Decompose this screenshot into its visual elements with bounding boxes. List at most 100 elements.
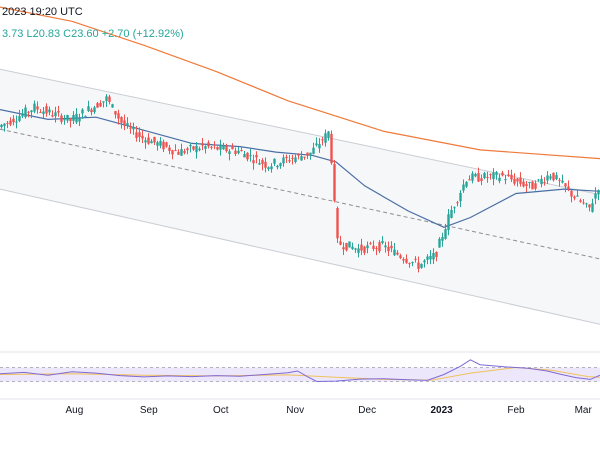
candle-body — [261, 160, 264, 165]
candle-body — [216, 146, 219, 150]
candle-body — [414, 258, 417, 260]
candle-body — [360, 244, 363, 251]
candle-body — [489, 174, 492, 176]
candle-body — [39, 112, 42, 114]
candle-body — [393, 249, 396, 256]
candle-body — [111, 104, 114, 108]
candle-body — [96, 103, 99, 108]
candle-body — [72, 114, 75, 121]
candle-body — [582, 202, 585, 204]
candle-body — [54, 112, 57, 117]
candle-body — [477, 173, 480, 182]
candle-body — [339, 241, 342, 245]
candle-body — [126, 123, 129, 127]
candle-body — [543, 182, 546, 184]
candle-body — [285, 156, 288, 159]
candle-body — [210, 146, 213, 148]
candle-body — [288, 160, 291, 162]
candle-body — [51, 115, 54, 117]
candle-body — [501, 172, 504, 176]
candle-body — [252, 160, 255, 164]
x-axis-tick-label: Feb — [507, 405, 525, 416]
candle-body — [336, 208, 339, 239]
candle-body — [459, 192, 462, 202]
candle-body — [408, 263, 411, 265]
candle-body — [207, 142, 210, 147]
candle-body — [522, 181, 525, 187]
candle-body — [153, 136, 156, 143]
candle-body — [192, 146, 195, 150]
candle-body — [267, 167, 270, 170]
candle-body — [273, 158, 276, 164]
candle-body — [120, 117, 123, 123]
candle-body — [396, 252, 399, 255]
candle-body — [99, 102, 102, 107]
candle-body — [159, 140, 162, 146]
candle-body — [123, 120, 126, 126]
candle-body — [21, 113, 24, 117]
candle-body — [309, 152, 312, 155]
candle-body — [426, 256, 429, 260]
candle-body — [468, 179, 471, 181]
candle-body — [327, 131, 330, 138]
candle-body — [504, 179, 507, 181]
candle-body — [558, 179, 561, 181]
candle-body — [546, 175, 549, 181]
candle-body — [171, 150, 174, 155]
candle-body — [576, 195, 579, 197]
candle-body — [516, 178, 519, 182]
candle-body — [195, 145, 198, 153]
candle-body — [540, 178, 543, 185]
candle-body — [417, 262, 420, 269]
candle-body — [453, 207, 456, 209]
candle-body — [315, 143, 318, 146]
candle-body — [366, 245, 369, 249]
x-axis-tick-label: Sep — [140, 405, 158, 416]
candle-body — [12, 118, 15, 123]
candle-body — [144, 140, 147, 143]
candle-body — [444, 229, 447, 239]
channel-upper-line — [0, 68, 600, 196]
candle-body — [198, 148, 201, 151]
candle-body — [498, 177, 501, 182]
candle-body — [465, 181, 468, 187]
candle-body — [462, 184, 465, 191]
candle-body — [510, 174, 513, 180]
candle-body — [390, 245, 393, 249]
candle-body — [354, 248, 357, 250]
candle-body — [129, 127, 132, 129]
candle-body — [357, 248, 360, 253]
candle-body — [429, 255, 432, 260]
candle-body — [270, 166, 273, 170]
candle-body — [48, 109, 51, 113]
candle-body — [258, 163, 261, 165]
candle-body — [75, 113, 78, 123]
candle-body — [117, 113, 120, 119]
candle-body — [36, 106, 39, 110]
x-axis-tick-label: Oct — [213, 405, 229, 416]
candle-body — [372, 245, 375, 250]
candle-body — [246, 152, 249, 160]
candle-body — [222, 145, 225, 150]
candle-body — [570, 190, 573, 197]
candle-body — [561, 180, 564, 183]
candle-body — [33, 103, 36, 112]
candle-body — [471, 173, 474, 181]
candle-body — [189, 144, 192, 147]
candle-body — [387, 246, 390, 252]
candle-body — [507, 174, 510, 177]
candle-body — [27, 111, 30, 113]
candle-body — [549, 176, 552, 179]
candle-body — [525, 184, 528, 187]
candle-body — [294, 157, 297, 163]
candle-body — [378, 242, 381, 252]
candle-body — [93, 107, 96, 113]
candle-body — [519, 177, 522, 184]
candle-body — [411, 262, 414, 264]
candle-body — [342, 247, 345, 250]
candle-body — [450, 209, 453, 218]
candle-body — [87, 106, 90, 112]
candle-body — [225, 145, 228, 152]
candle-body — [441, 237, 444, 241]
